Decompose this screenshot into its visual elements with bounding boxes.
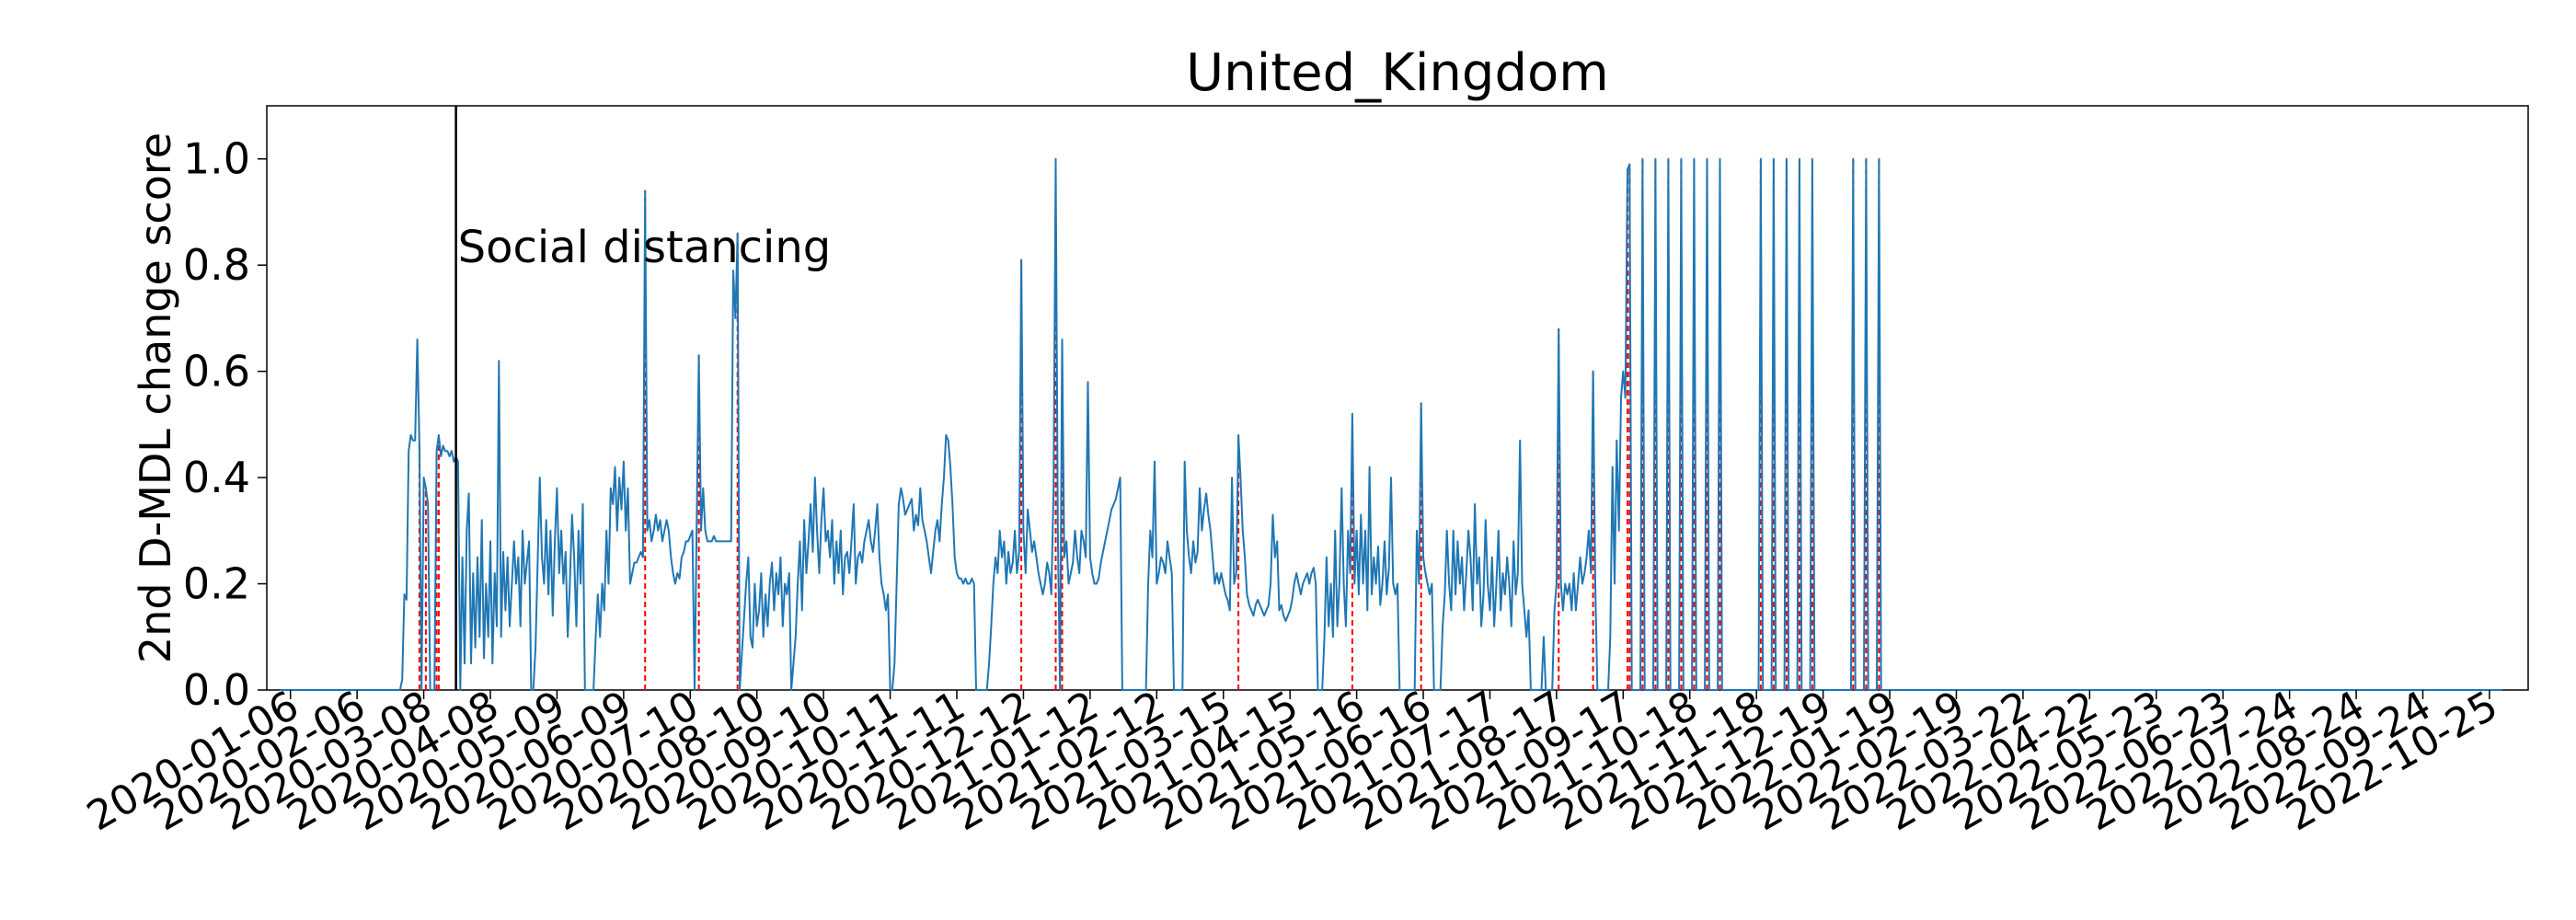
plot-area [266,105,2529,691]
y-tick-label: 1.0 [183,134,250,184]
series-line [280,157,2502,691]
y-axis-label: 2nd D-MDL change score [131,132,180,663]
chart-title: United_Kingdom [1186,43,1609,103]
y-tick-label: 0.0 [183,665,250,715]
y-tick-label: 0.8 [183,240,250,290]
y-axis: 0.0 0.2 0.4 0.6 0.8 1.0 [183,134,267,715]
y-tick-label: 0.4 [183,453,250,502]
event-marker: Social distancing [454,106,832,690]
y-tick-label: 0.2 [183,559,250,609]
x-axis: 2020-01-062020-02-062020-03-082020-04-08… [79,682,2505,840]
event-label: Social distancing [458,222,832,273]
y-tick-label: 0.6 [183,347,250,397]
series-group [280,157,2502,691]
